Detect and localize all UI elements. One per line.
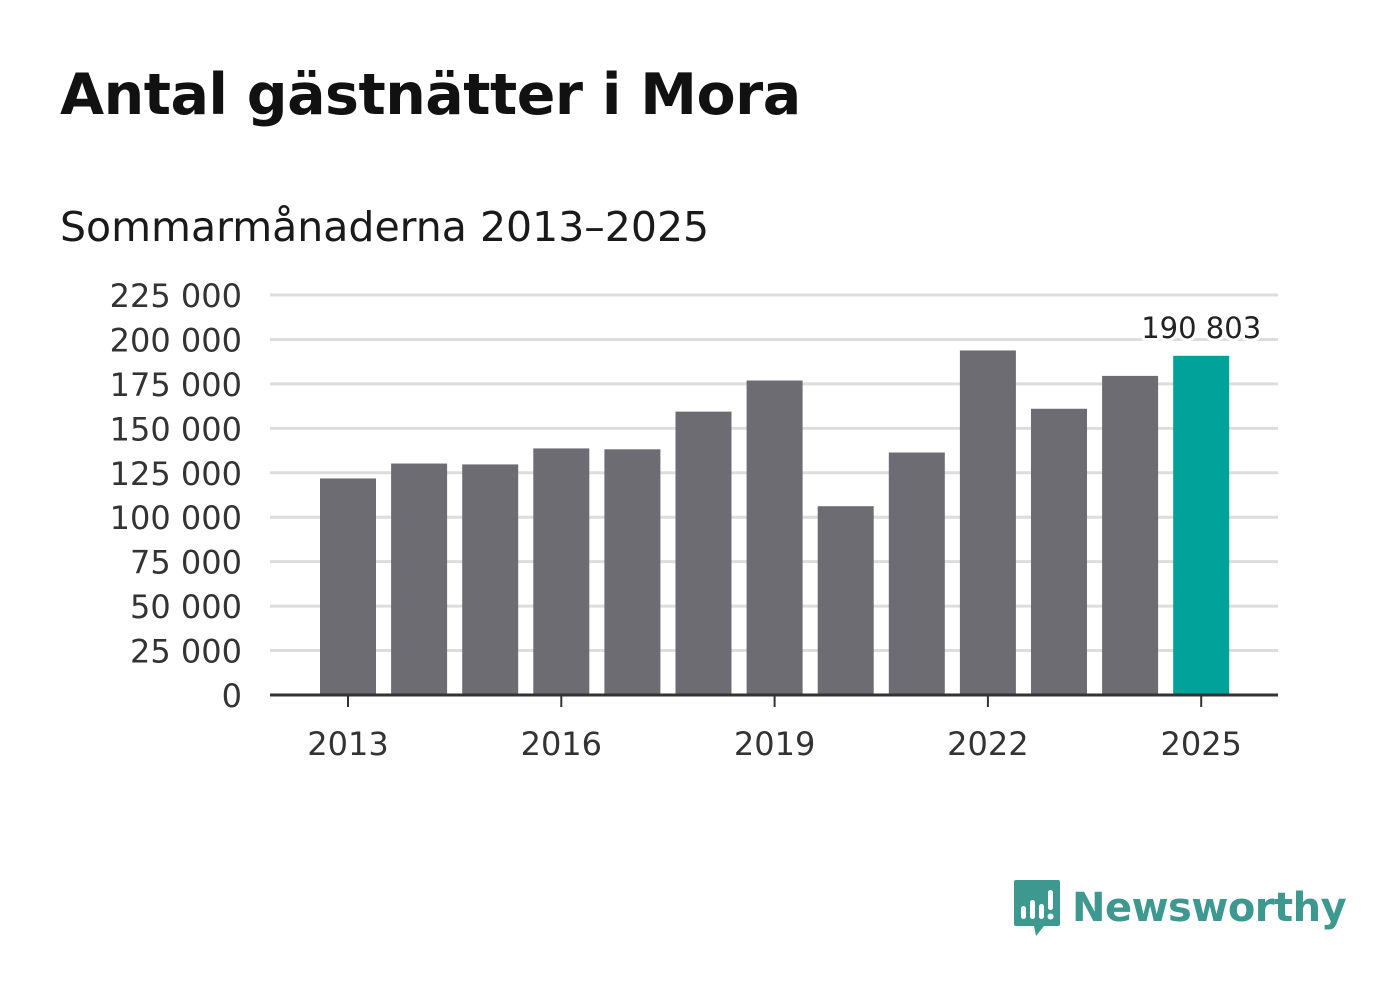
y-tick-label: 75 000	[130, 544, 242, 582]
bar-2016	[533, 448, 590, 695]
data-label-2025: 190 803	[1141, 311, 1261, 345]
x-axis-tick-labels: 2013 2016 2019 2022 2025	[307, 725, 1242, 763]
bar-2021	[888, 452, 945, 695]
bar-2017	[604, 449, 661, 695]
y-axis-tick-labels: 0 25 000 50 000 75 000 100 000 125 000 150 000…	[110, 277, 242, 715]
data-label-halo: 190 803	[1141, 311, 1261, 345]
bar-2018	[675, 411, 732, 695]
y-tick-label: 175 000	[110, 366, 242, 404]
bar-2014	[391, 463, 448, 695]
y-tick-label: 225 000	[110, 277, 242, 315]
bar-2020	[817, 506, 874, 695]
y-tick-label: 100 000	[110, 499, 242, 537]
x-tick-label: 2022	[947, 725, 1028, 763]
bar-2023	[1031, 408, 1087, 695]
x-tick-label: 2025	[1160, 725, 1241, 763]
bar-2022	[959, 350, 1016, 695]
y-tick-label: 125 000	[110, 455, 242, 493]
bar-2025	[1173, 355, 1230, 695]
x-tick-label: 2019	[734, 725, 815, 763]
bar-chart-speech-bubble-icon	[1014, 880, 1060, 936]
x-tick-label: 2016	[521, 725, 602, 763]
chart-title: Antal gästnätter i Mora	[60, 62, 801, 128]
bars	[320, 350, 1230, 695]
chart-subtitle: Sommarmånaderna 2013–2025	[60, 203, 710, 251]
y-tick-label: 0	[222, 677, 242, 715]
bar-2013	[320, 478, 376, 695]
bar-2024	[1102, 375, 1159, 695]
brand-name: Newsworthy	[1072, 885, 1347, 931]
bar-2019	[746, 380, 803, 695]
y-tick-label: 200 000	[110, 321, 242, 359]
bar-2015	[462, 464, 519, 695]
x-axis	[270, 693, 1278, 707]
x-tick-label: 2013	[307, 725, 388, 763]
y-tick-label: 50 000	[130, 588, 242, 626]
y-tick-label: 150 000	[110, 410, 242, 448]
y-tick-label: 25 000	[130, 633, 242, 671]
newsworthy-logo: Newsworthy	[1012, 878, 1347, 938]
